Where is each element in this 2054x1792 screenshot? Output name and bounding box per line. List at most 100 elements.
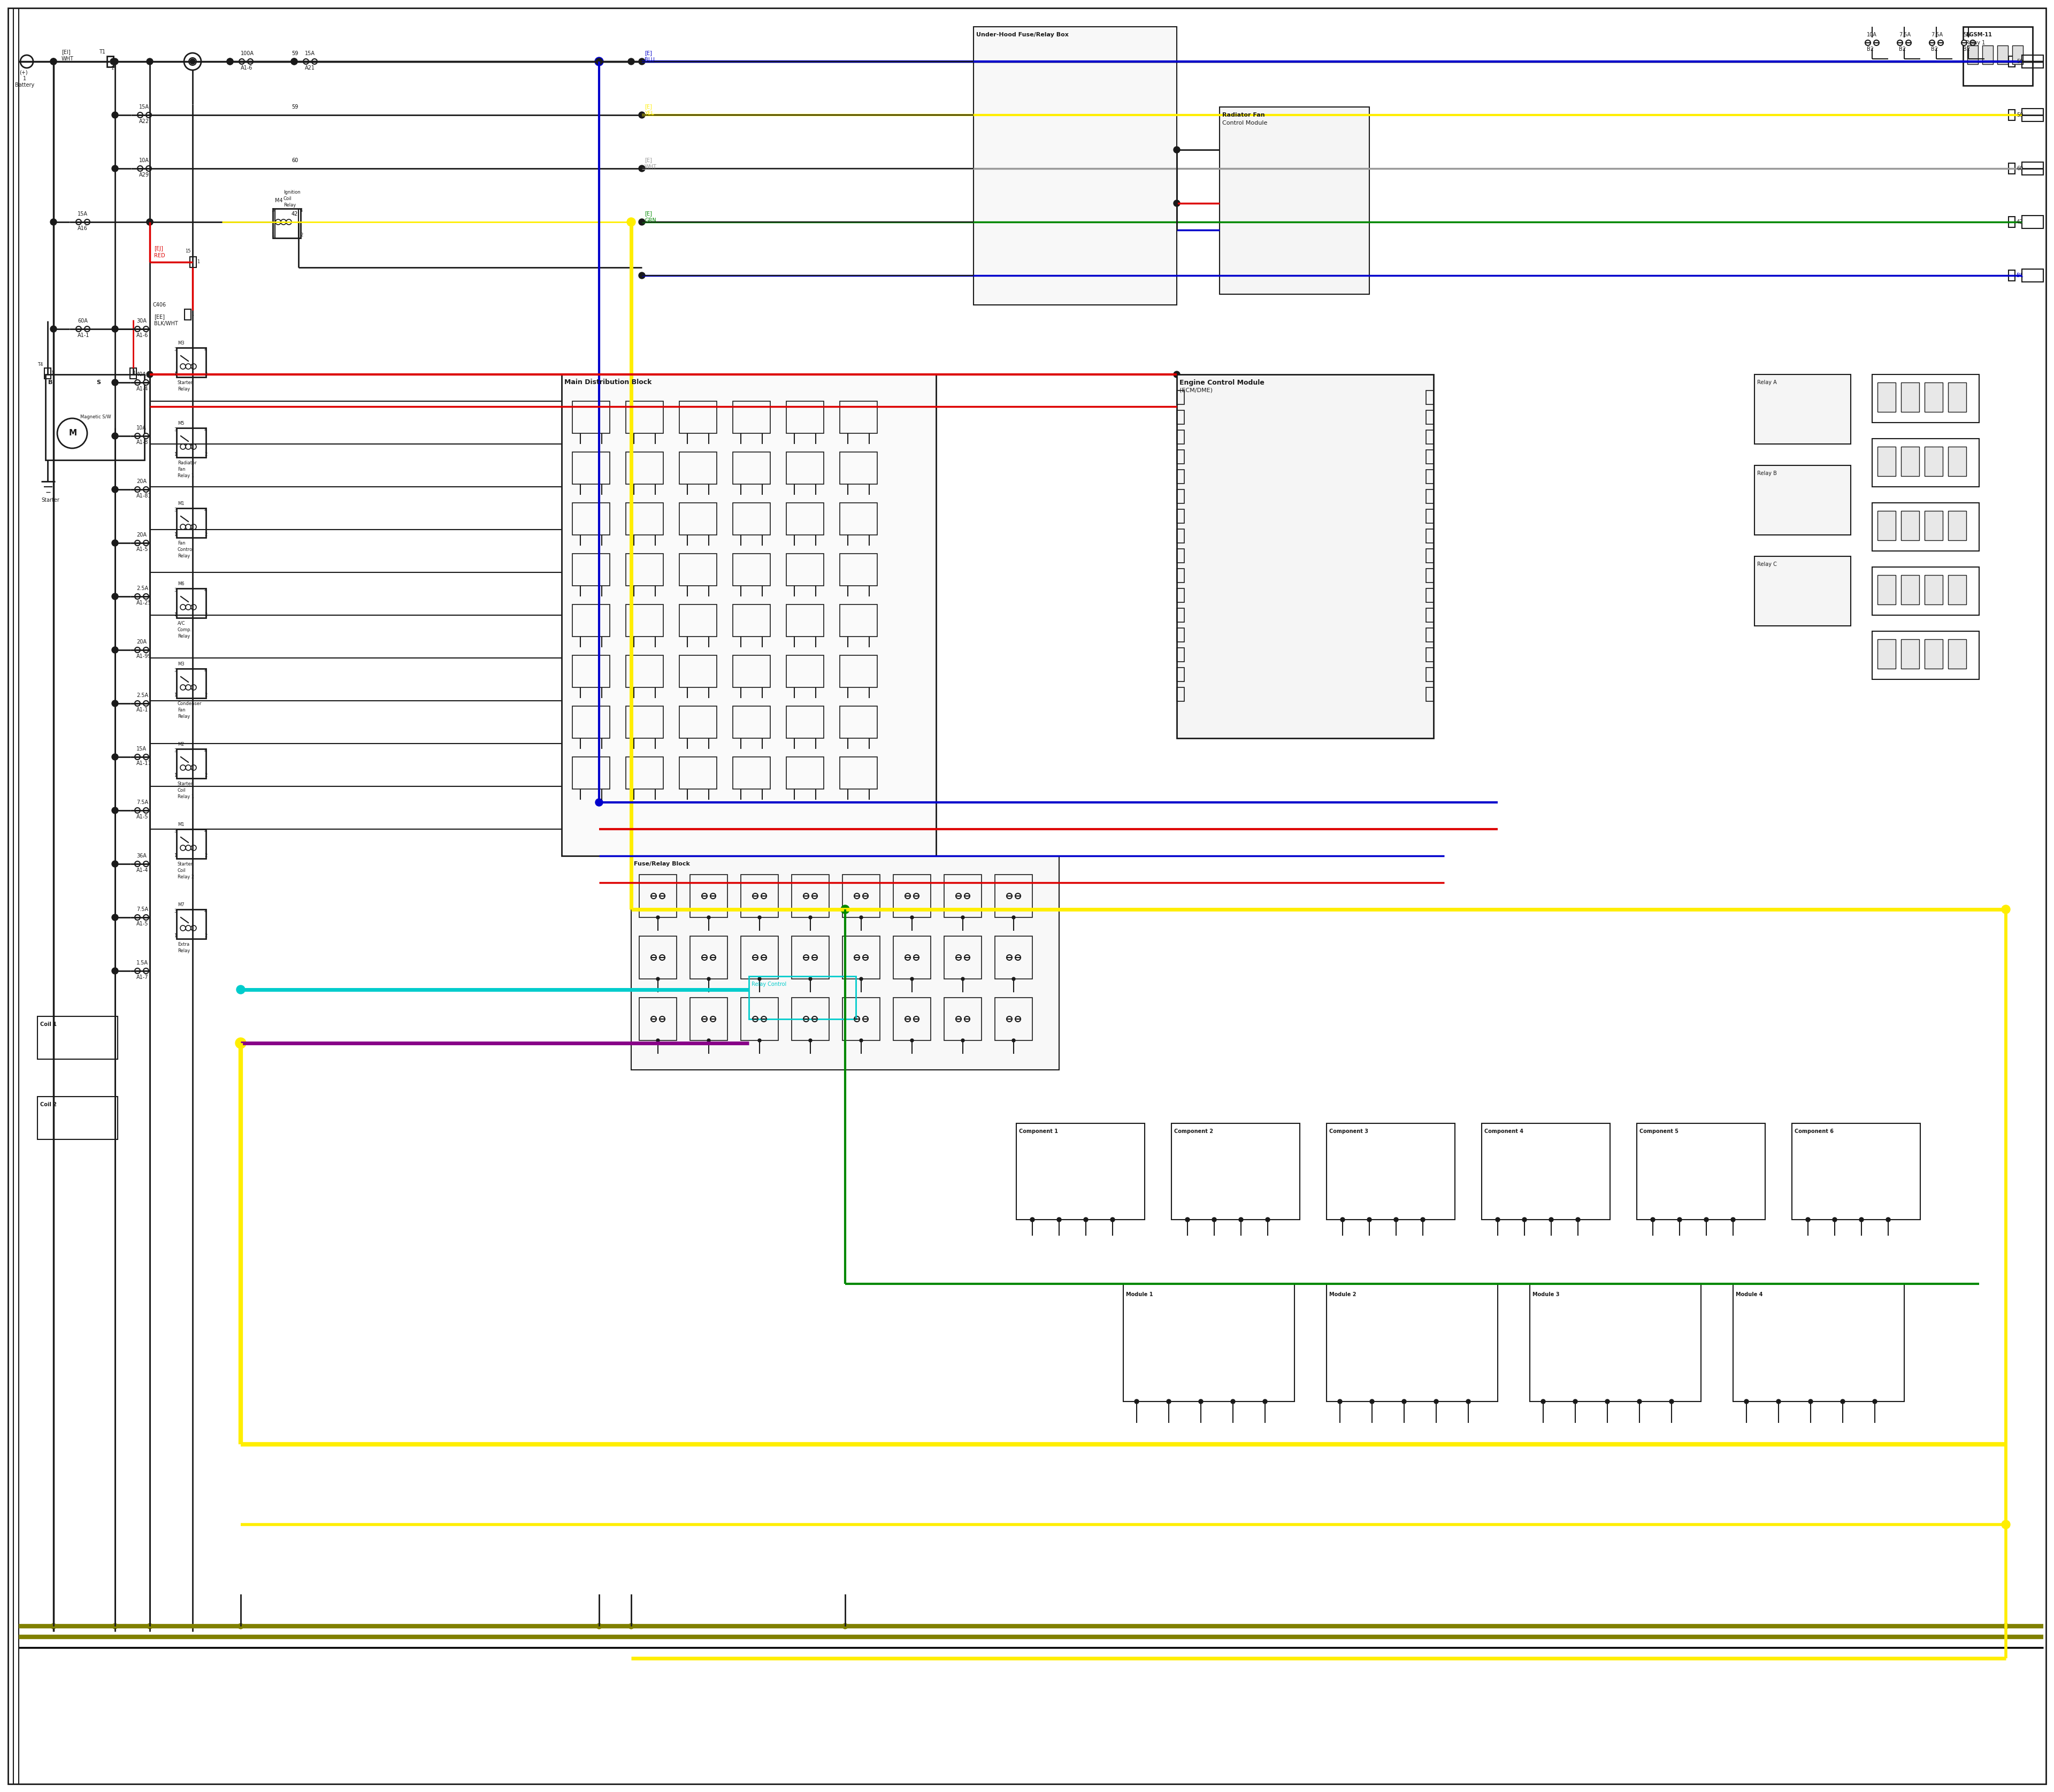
Circle shape <box>146 371 152 378</box>
Text: A1-1: A1-1 <box>78 333 90 339</box>
Text: 1: 1 <box>23 75 27 81</box>
Circle shape <box>181 846 185 851</box>
Bar <box>787 504 824 536</box>
Circle shape <box>809 977 811 980</box>
Text: 7.5A: 7.5A <box>136 799 148 805</box>
Circle shape <box>1805 1217 1810 1222</box>
Text: Relay B: Relay B <box>1756 471 1777 477</box>
Text: 3: 3 <box>175 588 177 593</box>
Bar <box>750 977 857 1020</box>
Circle shape <box>803 1016 809 1021</box>
Text: [E]: [E] <box>645 50 651 56</box>
Circle shape <box>1540 1400 1545 1403</box>
Circle shape <box>762 1016 766 1021</box>
Text: Starter: Starter <box>177 862 193 866</box>
Circle shape <box>657 977 659 980</box>
Text: M1: M1 <box>177 823 185 828</box>
Bar <box>177 830 205 858</box>
Circle shape <box>659 894 665 898</box>
Bar <box>2009 271 2015 281</box>
Circle shape <box>596 59 602 65</box>
Text: M2: M2 <box>177 742 185 747</box>
Circle shape <box>961 977 965 980</box>
Text: 3: 3 <box>271 208 273 213</box>
Circle shape <box>1434 1400 1438 1403</box>
Text: [EJ]: [EJ] <box>154 246 162 251</box>
Bar <box>1871 631 1980 679</box>
Text: Relay: Relay <box>177 554 191 557</box>
Circle shape <box>1840 1400 1844 1403</box>
Circle shape <box>191 685 197 690</box>
Text: 4: 4 <box>203 588 207 593</box>
Bar <box>733 706 770 738</box>
Circle shape <box>702 1016 707 1021</box>
Text: 4: 4 <box>203 507 207 513</box>
Bar <box>1425 529 1434 543</box>
Circle shape <box>651 894 657 898</box>
Bar <box>2021 269 2044 281</box>
Bar <box>680 706 717 738</box>
Bar <box>1871 375 1980 423</box>
Text: A1-5: A1-5 <box>136 547 148 552</box>
Circle shape <box>76 326 82 332</box>
Bar <box>680 604 717 636</box>
Bar <box>842 998 879 1041</box>
Circle shape <box>1421 1217 1425 1222</box>
Circle shape <box>191 525 197 530</box>
Bar <box>1171 1124 1300 1220</box>
Circle shape <box>76 219 82 224</box>
Circle shape <box>185 364 191 369</box>
Circle shape <box>1637 1400 1641 1403</box>
Bar <box>573 756 610 788</box>
Bar <box>1925 511 1943 539</box>
Bar <box>787 756 824 788</box>
Bar <box>626 706 663 738</box>
Bar <box>639 998 676 1041</box>
Bar <box>733 756 770 788</box>
Bar <box>1947 382 1966 412</box>
Text: Module 4: Module 4 <box>1736 1292 1762 1297</box>
Circle shape <box>2001 905 2011 914</box>
Circle shape <box>859 1039 863 1041</box>
Bar <box>639 935 676 978</box>
Circle shape <box>51 1624 55 1629</box>
Bar <box>741 874 778 918</box>
Circle shape <box>292 59 298 65</box>
Text: A1-8: A1-8 <box>136 439 148 444</box>
Circle shape <box>1006 955 1013 961</box>
Text: M: M <box>70 430 78 437</box>
Text: 2: 2 <box>203 934 207 939</box>
Text: BLU: BLU <box>645 57 655 63</box>
Circle shape <box>1015 955 1021 961</box>
Circle shape <box>1341 1217 1345 1222</box>
Text: Relay: Relay <box>177 713 191 719</box>
Circle shape <box>185 846 191 851</box>
Bar <box>840 554 877 586</box>
Circle shape <box>185 525 191 530</box>
Bar <box>573 452 610 484</box>
Text: Coil 2: Coil 2 <box>41 1102 58 1107</box>
Text: Component 4: Component 4 <box>1485 1129 1524 1134</box>
Text: 2.5A: 2.5A <box>136 694 148 699</box>
Text: Module 3: Module 3 <box>1532 1292 1559 1297</box>
Text: Component 5: Component 5 <box>1639 1129 1678 1134</box>
Bar <box>1220 108 1370 294</box>
Bar <box>1734 1283 1904 1401</box>
Bar <box>626 452 663 484</box>
Text: 7.5A: 7.5A <box>1931 32 1943 38</box>
Circle shape <box>136 914 140 919</box>
Text: Coil: Coil <box>283 197 292 201</box>
Text: 1: 1 <box>175 532 177 538</box>
Circle shape <box>1522 1217 1526 1222</box>
Bar <box>1177 529 1185 543</box>
Circle shape <box>711 955 715 961</box>
Text: 59: 59 <box>292 104 298 109</box>
Text: 3: 3 <box>175 668 177 672</box>
Bar <box>842 935 879 978</box>
Circle shape <box>226 59 234 65</box>
Circle shape <box>1395 1217 1399 1222</box>
Text: A1-6: A1-6 <box>240 65 253 70</box>
Text: RED: RED <box>154 253 164 258</box>
Text: BL: BL <box>2017 272 2023 278</box>
Bar <box>177 909 205 939</box>
